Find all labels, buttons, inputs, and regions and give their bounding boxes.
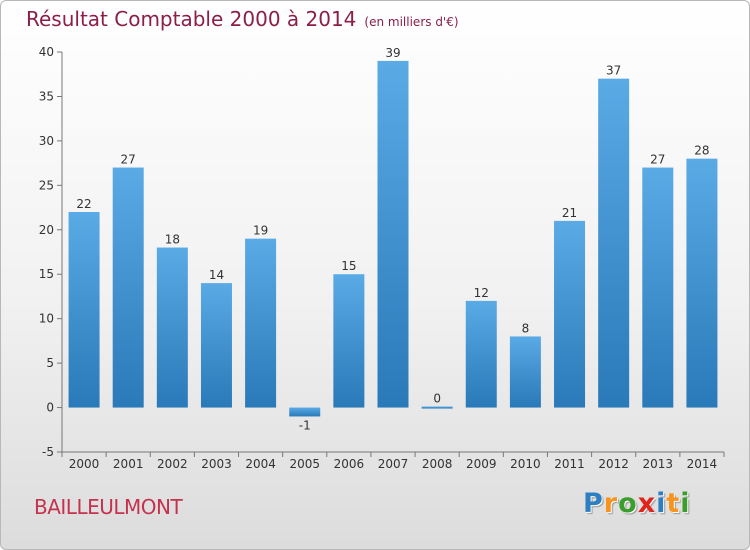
axes: -5 0 5 10 15 20 25 30 35 40 2000 2001 2002 2003 2004 20… <box>39 45 725 471</box>
bar <box>509 336 541 408</box>
bar-value-label: -1 <box>299 418 311 432</box>
logo-letter: t <box>666 488 681 519</box>
bar-value-label: 8 <box>522 321 530 335</box>
y-tick-label: 30 <box>39 134 54 148</box>
bar-value-label: 15 <box>341 259 356 273</box>
bar-value-label: 39 <box>385 46 400 60</box>
bar <box>333 274 365 408</box>
logo-letter: i <box>680 488 691 519</box>
x-tick-label: 2005 <box>289 457 320 471</box>
value-labels: 22 27 18 14 19 -1 15 39 0 12 8 21 37 27 28 <box>76 46 709 433</box>
x-tick-label: 2006 <box>334 457 365 471</box>
bar-value-label: 28 <box>694 144 709 158</box>
bar <box>465 300 497 408</box>
unit-label: (en milliers d'€) <box>364 15 459 29</box>
bar-value-label: 12 <box>474 286 489 300</box>
logo-letter: r <box>603 488 619 519</box>
y-tick-label: 25 <box>39 178 54 192</box>
bar-value-label: 27 <box>650 153 665 167</box>
bar <box>289 407 321 417</box>
bar-value-label: 0 <box>433 392 441 406</box>
logo-letter: i <box>656 488 667 519</box>
title-text: Résultat Comptable 2000 à 2014 <box>26 7 357 31</box>
bar-value-label: 37 <box>606 64 621 78</box>
x-tick-label: 2007 <box>378 457 409 471</box>
proxiti-logo[interactable]: Proxiti <box>583 488 691 519</box>
x-tick-label: 2002 <box>157 457 188 471</box>
bar <box>112 167 144 408</box>
x-tick-label: 2013 <box>643 457 674 471</box>
x-tick-label: 2008 <box>422 457 453 471</box>
bar-value-label: 14 <box>209 268 224 282</box>
bar <box>421 406 453 409</box>
x-tick-label: 2004 <box>245 457 276 471</box>
logo-letter: P <box>583 488 604 519</box>
y-tick-label: 10 <box>39 312 54 326</box>
x-tick-label: 2014 <box>687 457 718 471</box>
y-tick-label: 5 <box>46 356 54 370</box>
x-tick-label: 2003 <box>201 457 232 471</box>
bar <box>642 167 674 408</box>
x-tick-label: 2011 <box>554 457 585 471</box>
bar <box>245 238 277 408</box>
y-tick-label: 0 <box>46 401 54 415</box>
bar-value-label: 22 <box>76 197 91 211</box>
bar-value-label: 19 <box>253 224 268 238</box>
commune-name: BAILLEULMONT <box>34 495 183 519</box>
bars <box>68 60 718 417</box>
logo-letter: o <box>618 488 638 519</box>
bar-value-label: 21 <box>562 206 577 220</box>
bar <box>200 283 232 408</box>
x-tick-label: 2012 <box>598 457 629 471</box>
chart-title: Résultat Comptable 2000 à 2014 (en millie… <box>26 7 459 31</box>
bar <box>554 220 586 408</box>
bar <box>598 78 630 408</box>
y-tick-label: 15 <box>39 267 54 281</box>
x-tick-label: 2009 <box>466 457 497 471</box>
bar <box>156 247 188 408</box>
bar-value-label: 27 <box>121 153 136 167</box>
y-tick-label: -5 <box>42 445 54 459</box>
x-tick-label: 2010 <box>510 457 541 471</box>
y-tick-label: 20 <box>39 223 54 237</box>
x-tick-label: 2000 <box>69 457 100 471</box>
y-tick-label: 40 <box>39 45 54 59</box>
x-tick-label: 2001 <box>113 457 144 471</box>
bar <box>68 212 100 408</box>
bar-value-label: 18 <box>165 233 180 247</box>
bar <box>377 60 409 408</box>
y-tick-label: 35 <box>39 89 54 103</box>
logo-letter: x <box>637 488 657 519</box>
bar <box>686 158 718 408</box>
